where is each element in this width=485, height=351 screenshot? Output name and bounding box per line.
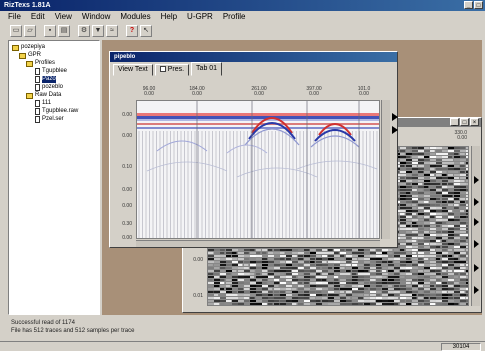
window-controls: _ □ × [450, 118, 479, 126]
tree-node-gpr[interactable]: GPR [19, 52, 41, 59]
open-folder-icon: ▱ [27, 27, 33, 34]
file-icon [35, 116, 40, 123]
file-icon [35, 68, 40, 75]
radargram-window[interactable]: pipeblo View Text Pres. Tab 01 96.00 0.0… [109, 51, 398, 248]
save-icon: ▪ [48, 27, 52, 34]
tab-pres[interactable]: Pres. [154, 64, 190, 76]
new-file-button[interactable]: ▭ [10, 25, 22, 37]
radargram-image [137, 101, 379, 238]
y-tick-label: 0.30 [122, 221, 132, 227]
menu-file[interactable]: File [8, 12, 21, 21]
y-tick-label: 0.00 [122, 187, 132, 193]
tab-strip: View Text Pres. Tab 01 [113, 62, 224, 76]
tree-node-file-selected[interactable]: Pazo [35, 76, 56, 83]
tree-node-profiles[interactable]: Profiles [26, 60, 55, 67]
app-window-controls: _ □ [464, 1, 483, 9]
statusbar: 30104 [0, 341, 485, 351]
maximize-button[interactable]: □ [474, 1, 483, 9]
new-file-icon: ▭ [12, 27, 20, 34]
y-tick-label: 0.00 [122, 203, 132, 209]
tree-node-root[interactable]: pozepiya [12, 44, 45, 51]
x-tick-label: 184.00 0.00 [189, 86, 205, 97]
folder-icon [26, 92, 33, 99]
file-icon [35, 84, 40, 91]
folder-icon [19, 52, 26, 59]
maximize-button[interactable]: □ [460, 118, 469, 126]
menu-window[interactable]: Window [81, 12, 111, 21]
gear-icon: ⚙ [80, 27, 88, 34]
menu-u-gpr[interactable]: U-GPR [187, 12, 213, 21]
checkbox[interactable] [159, 66, 166, 72]
print-icon: ▤ [60, 27, 68, 34]
wave-icon: ≈ [110, 27, 114, 34]
help-button[interactable]: ? [126, 25, 138, 37]
tree-node-file[interactable]: pozeblo [35, 84, 63, 91]
help-icon: ? [129, 27, 135, 34]
file-icon [35, 76, 40, 83]
settings-button[interactable]: ⚙ [78, 25, 90, 37]
y-tick-label: 0.10 [122, 164, 132, 170]
tree-node-file[interactable]: 111 [35, 100, 51, 107]
save-button[interactable]: ▪ [44, 25, 56, 37]
x-tick-label: 330.0 0.00 [454, 130, 467, 141]
menu-edit[interactable]: Edit [30, 12, 45, 21]
tree-node-file[interactable]: Tgupblee [35, 68, 67, 75]
project-icon [12, 44, 19, 51]
file-icon [35, 108, 40, 115]
window-title: pipeblo [110, 52, 397, 62]
folder-icon [26, 60, 33, 67]
project-tree: pozepiya GPR Profiles Tgupblee Pazo poze… [8, 40, 100, 315]
filter-icon: ▼ [94, 27, 102, 34]
tree-node-raw-data[interactable]: Raw Data [26, 92, 61, 99]
menubar: File Edit View Window Modules Help U-GPR… [0, 11, 485, 23]
pointer-icon: ↖ [143, 27, 149, 34]
file-icon [35, 100, 40, 107]
print-button[interactable]: ▤ [58, 25, 70, 37]
minimize-button[interactable]: _ [464, 1, 473, 9]
vertical-scrollbar[interactable] [381, 100, 390, 239]
x-tick-label: 261.00 0.00 [251, 86, 267, 97]
x-tick-label: 101.0 0.00 [357, 86, 371, 97]
y-tick-label: 0.00 [122, 112, 132, 118]
status-line: Successful read of 1174 [11, 320, 75, 326]
app-titlebar: RizTexs 1.81A _ □ [0, 0, 485, 11]
tab-view-text[interactable]: View Text [113, 64, 153, 76]
marker-arrow-icon[interactable] [392, 126, 398, 134]
y-tick-label: 0.00 [122, 133, 132, 139]
vertical-scrollbar[interactable] [471, 146, 480, 306]
close-button[interactable]: × [470, 118, 479, 126]
status-panel: 30104 [441, 343, 481, 351]
status-line: File has 512 traces and 512 samples per … [11, 328, 135, 334]
radargram-plot[interactable] [136, 100, 380, 239]
y-tick-label: 0.00 [193, 257, 203, 263]
tree-node-file[interactable]: Tgupblee.raw [35, 108, 78, 115]
menu-help[interactable]: Help [160, 12, 178, 21]
app-title: RizTexs 1.81A [4, 2, 51, 9]
marker-strip [474, 176, 479, 294]
x-tick-label: 397.00 0.00 [306, 86, 322, 97]
y-tick-label: 0.01 [193, 293, 203, 299]
menu-modules[interactable]: Modules [120, 12, 151, 21]
filter-button[interactable]: ▼ [92, 25, 104, 37]
menu-profile[interactable]: Profile [222, 12, 246, 21]
message-log: Successful read of 1174 File has 512 tra… [8, 318, 482, 340]
menu-view[interactable]: View [54, 12, 72, 21]
tab-01[interactable]: Tab 01 [191, 62, 223, 76]
minimize-button[interactable]: _ [450, 118, 459, 126]
horizontal-scrollbar[interactable] [136, 240, 380, 247]
open-file-button[interactable]: ▱ [24, 25, 36, 37]
marker-arrow-icon[interactable] [392, 113, 398, 121]
toolbar: ▭ ▱ ▪ ▤ ⚙ ▼ ≈ ? ↖ [0, 23, 485, 39]
tree-node-file[interactable]: Pzel.ser [35, 116, 64, 123]
tool-button[interactable]: ↖ [140, 25, 152, 37]
y-tick-label: 0.00 [122, 235, 132, 241]
process-button[interactable]: ≈ [106, 25, 118, 37]
x-tick-label: 96.00 0.00 [142, 86, 156, 97]
